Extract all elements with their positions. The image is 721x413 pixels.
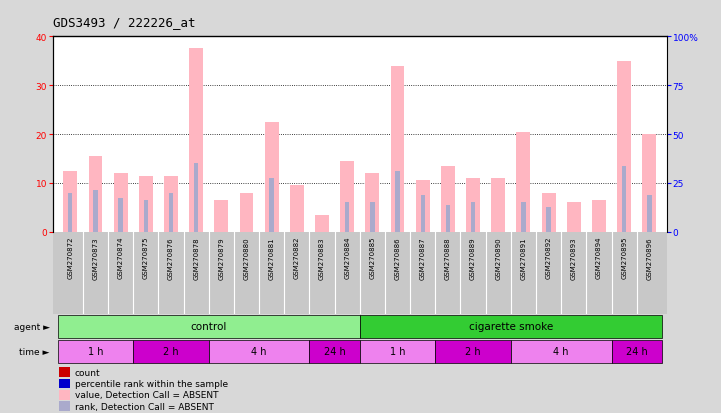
Bar: [270, 178, 274, 232]
Text: percentile rank within the sample: percentile rank within the sample: [75, 379, 228, 388]
Bar: [239, 193, 253, 232]
Bar: [214, 201, 229, 232]
Text: GSM270872: GSM270872: [67, 236, 74, 279]
Text: GSM270885: GSM270885: [369, 236, 376, 279]
Bar: [370, 203, 375, 232]
Bar: [511, 340, 611, 363]
Bar: [208, 340, 309, 363]
Bar: [360, 316, 662, 338]
Bar: [541, 193, 555, 232]
Bar: [642, 135, 656, 232]
Bar: [194, 164, 198, 232]
Bar: [290, 186, 304, 232]
Text: GSM270890: GSM270890: [495, 236, 501, 279]
Text: 2 h: 2 h: [163, 347, 179, 356]
Bar: [93, 191, 97, 232]
Bar: [366, 174, 379, 232]
Bar: [68, 193, 73, 232]
Bar: [567, 203, 580, 232]
Bar: [420, 196, 425, 232]
Bar: [114, 174, 128, 232]
Bar: [59, 368, 70, 377]
Bar: [360, 340, 435, 363]
Text: control: control: [190, 322, 227, 332]
Text: GSM270896: GSM270896: [646, 236, 653, 279]
Text: value, Detection Call = ABSENT: value, Detection Call = ABSENT: [75, 390, 218, 399]
Text: GSM270879: GSM270879: [218, 236, 224, 279]
Text: GSM270884: GSM270884: [344, 236, 350, 279]
Bar: [416, 181, 430, 232]
Bar: [441, 166, 455, 232]
Bar: [143, 201, 148, 232]
Bar: [315, 215, 329, 232]
Text: 4 h: 4 h: [554, 347, 569, 356]
Text: 1 h: 1 h: [88, 347, 103, 356]
Text: time ►: time ►: [19, 347, 50, 356]
Text: GSM270878: GSM270878: [193, 236, 199, 279]
Text: 24 h: 24 h: [626, 347, 647, 356]
Bar: [446, 205, 450, 232]
Text: GSM270875: GSM270875: [143, 236, 149, 279]
Text: 2 h: 2 h: [465, 347, 481, 356]
Text: GSM270882: GSM270882: [294, 236, 300, 279]
Bar: [547, 208, 551, 232]
Text: GSM270895: GSM270895: [621, 236, 627, 279]
Bar: [345, 203, 350, 232]
Bar: [133, 340, 208, 363]
Bar: [58, 316, 360, 338]
Bar: [617, 62, 631, 232]
Bar: [340, 161, 354, 232]
Text: GSM270888: GSM270888: [445, 236, 451, 279]
Text: count: count: [75, 368, 100, 377]
Bar: [491, 178, 505, 232]
Bar: [516, 132, 531, 232]
Text: GSM270873: GSM270873: [92, 236, 99, 279]
Text: cigarette smoke: cigarette smoke: [469, 322, 553, 332]
Text: agent ►: agent ►: [14, 322, 50, 331]
Text: 4 h: 4 h: [252, 347, 267, 356]
Bar: [391, 66, 404, 232]
Bar: [592, 201, 606, 232]
Bar: [169, 193, 173, 232]
Text: GSM270889: GSM270889: [470, 236, 476, 279]
Bar: [189, 50, 203, 232]
Text: GSM270880: GSM270880: [244, 236, 249, 279]
Bar: [58, 340, 133, 363]
Bar: [471, 203, 475, 232]
Text: GSM270894: GSM270894: [596, 236, 602, 279]
Text: GSM270892: GSM270892: [546, 236, 552, 279]
Bar: [118, 198, 123, 232]
Bar: [63, 171, 77, 232]
Bar: [89, 157, 102, 232]
Text: GSM270886: GSM270886: [394, 236, 401, 279]
Bar: [164, 176, 178, 232]
Text: rank, Detection Call = ABSENT: rank, Detection Call = ABSENT: [75, 401, 213, 411]
Bar: [647, 196, 652, 232]
Bar: [521, 203, 526, 232]
Text: GSM270893: GSM270893: [571, 236, 577, 279]
Text: GSM270883: GSM270883: [319, 236, 325, 279]
Bar: [59, 401, 70, 411]
Bar: [59, 390, 70, 400]
Bar: [622, 166, 627, 232]
Bar: [395, 171, 399, 232]
Text: GSM270881: GSM270881: [269, 236, 275, 279]
Text: GDS3493 / 222226_at: GDS3493 / 222226_at: [53, 16, 195, 29]
Text: GSM270887: GSM270887: [420, 236, 425, 279]
Text: GSM270876: GSM270876: [168, 236, 174, 279]
Text: GSM270891: GSM270891: [521, 236, 526, 279]
Text: 1 h: 1 h: [390, 347, 405, 356]
Bar: [611, 340, 662, 363]
Bar: [265, 123, 278, 232]
Text: 24 h: 24 h: [324, 347, 345, 356]
Text: GSM270874: GSM270874: [118, 236, 123, 279]
Bar: [466, 178, 480, 232]
Bar: [139, 176, 153, 232]
Bar: [435, 340, 511, 363]
Bar: [309, 340, 360, 363]
Bar: [59, 379, 70, 389]
